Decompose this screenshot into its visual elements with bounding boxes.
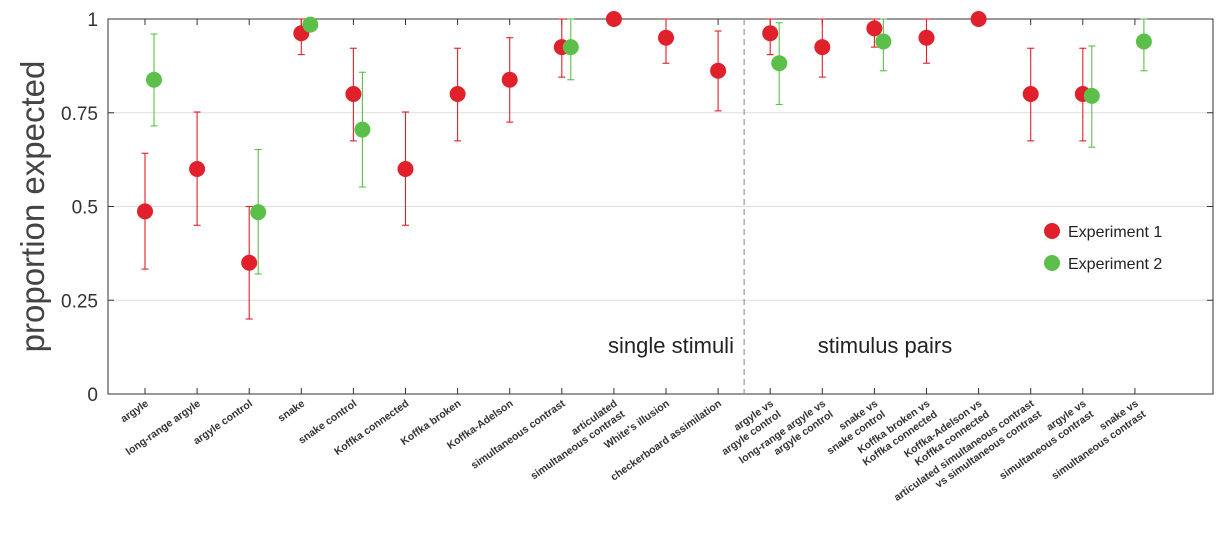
y-axis-label: proportion expected xyxy=(14,61,51,353)
x-tick-label-line: argyle xyxy=(118,398,150,426)
annotation-stimulus-pairs: stimulus pairs xyxy=(818,333,952,358)
data-point-series-0 xyxy=(866,20,883,37)
data-point-series-0 xyxy=(658,29,674,46)
data-point-series-0 xyxy=(189,161,206,177)
data-point-series-0 xyxy=(397,161,414,177)
data-point-series-0 xyxy=(918,29,935,46)
data-point-series-1 xyxy=(146,71,162,88)
annotation-single-stimuli: single stimuli xyxy=(608,333,734,358)
data-point-series-0 xyxy=(605,11,622,27)
data-point-series-0 xyxy=(970,11,987,27)
data-point-series-1 xyxy=(875,33,892,50)
legend-label-experiment-2: Experiment 2 xyxy=(1068,256,1162,273)
x-tick-label-text: argyle xyxy=(118,398,150,426)
data-point-series-0 xyxy=(241,254,258,271)
data-point-series-0 xyxy=(345,86,362,102)
legend-marker-experiment-2 xyxy=(1044,255,1060,271)
data-point-series-1 xyxy=(562,39,579,56)
x-tick-label-text: snake xyxy=(276,398,307,425)
data-point-series-0 xyxy=(762,25,779,42)
x-tick-label-line: snake xyxy=(276,398,307,425)
x-tick-label: snake xyxy=(276,398,307,425)
grid-lines xyxy=(108,112,1213,301)
data-point-series-1 xyxy=(250,204,267,221)
data-point-series-1 xyxy=(302,16,319,33)
y-tick-label: 0.75 xyxy=(61,104,98,125)
data-point-series-0 xyxy=(1022,86,1039,102)
data-point-series-0 xyxy=(710,62,727,79)
data-point-series-1 xyxy=(1135,33,1152,50)
error-bars xyxy=(141,18,1148,320)
y-tick-label: 0 xyxy=(87,385,98,406)
y-tick-label: 0.5 xyxy=(72,198,98,219)
data-point-series-0 xyxy=(501,71,518,88)
legend-label-experiment-1: Experiment 1 xyxy=(1068,224,1162,241)
y-tick-label: 0.25 xyxy=(61,291,98,312)
y-axis-ticks: 0 0.25 0.5 0.75 1 xyxy=(61,10,1213,406)
legend: Experiment 1 Experiment 2 xyxy=(1044,223,1162,273)
data-point-series-0 xyxy=(449,86,466,102)
data-points xyxy=(137,11,1152,271)
data-point-series-1 xyxy=(1083,87,1100,104)
legend-marker-experiment-1 xyxy=(1044,223,1060,239)
y-tick-label: 1 xyxy=(87,10,98,31)
data-point-series-0 xyxy=(137,203,153,220)
x-tick-label: argyle xyxy=(118,398,150,426)
data-point-series-0 xyxy=(814,39,831,56)
data-point-series-1 xyxy=(354,121,371,138)
data-point-series-1 xyxy=(771,55,788,72)
